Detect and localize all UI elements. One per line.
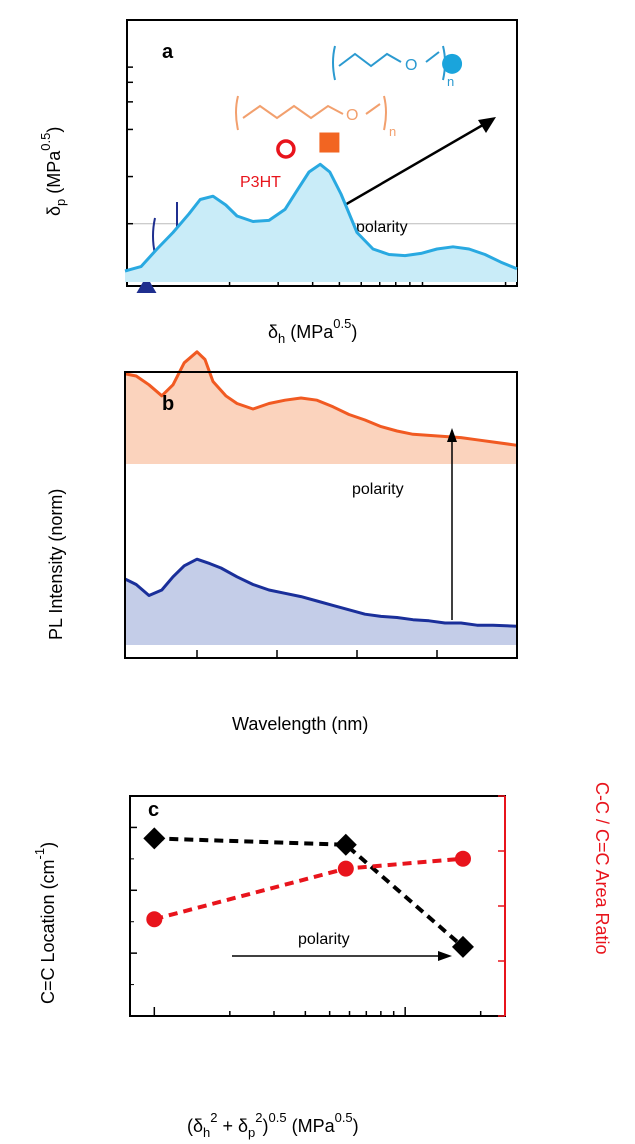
panel-b-frame [124, 371, 518, 659]
svg-text:δp (MPa0.5): δp (MPa0.5) [38, 127, 68, 216]
polarity-arrowhead-c [438, 951, 452, 961]
panel-b-spectra: b polarity Wavelength (nm) PL Intensity … [46, 162, 518, 734]
marker-pp [136, 276, 157, 293]
marker-circle [454, 850, 471, 867]
panel-b-x-axis-title: Wavelength (nm) [232, 714, 368, 734]
marker-diamond [143, 827, 166, 850]
panel-b-polarity-label: polarity [352, 481, 404, 498]
panel-c-right-axis-title: C-C / C=C Area Ratio [592, 782, 612, 955]
panel-c-frame [129, 795, 506, 1017]
panel-a-label: a [162, 41, 174, 63]
marker-pthf [319, 132, 340, 153]
panel-c-polarity-label: polarity [298, 931, 350, 948]
svg-text:C-C / C=C Area Ratio: C-C / C=C Area Ratio [592, 782, 612, 955]
panel-c-left-axis-title: C=C Location (cm-1) [32, 842, 58, 1004]
fill-peo [125, 164, 517, 282]
panel-c-label: c [148, 799, 159, 821]
pthf-structure [235, 95, 387, 131]
marker-circle [337, 860, 354, 877]
polarity-arrowhead-b [447, 428, 457, 442]
line-peo [124, 162, 518, 273]
marker-peo [442, 53, 463, 74]
panel-c-x-axis-title: (δh2 + δp2)0.5 (MPa0.5) [187, 1110, 359, 1140]
polarity-arrowhead-a [478, 117, 496, 133]
series-right-line [153, 856, 464, 922]
svg-text:C=C Location (cm-1): C=C Location (cm-1) [32, 842, 58, 1004]
peo-structure-n: n [447, 74, 454, 89]
pthf-structure-o: O [346, 107, 358, 124]
marker-p3ht [276, 139, 296, 159]
panel-c-dual-axis: c polarity (δh2 + δp2)0.5 (MPa0.5) C=C L… [32, 782, 612, 1140]
p3ht-label: P3HT [240, 174, 281, 191]
series-left-line [154, 836, 465, 949]
panel-a-scatter: a O n O n n P3HT polarit [38, 19, 518, 346]
marker-diamond [451, 935, 474, 958]
line-pthf [124, 350, 518, 447]
panel-a-frame [126, 19, 518, 287]
panel-b-y-axis-title: PL Intensity (norm) [46, 489, 66, 640]
marker-diamond [334, 833, 357, 856]
fill-pthf [125, 351, 517, 464]
pthf-structure-n: n [389, 124, 396, 139]
panel-a-polarity-label: polarity [356, 219, 408, 236]
peo-structure [332, 45, 446, 81]
peo-structure-o: O [405, 57, 417, 74]
panel-a-x-axis-title: δh (MPa0.5) [268, 316, 357, 346]
panel-a-y-axis-title: δp (MPa0.5) [38, 127, 68, 216]
panel-b-label: b [162, 393, 174, 415]
line-pp [124, 557, 518, 628]
fill-pp [125, 559, 517, 645]
marker-circle [146, 911, 163, 928]
